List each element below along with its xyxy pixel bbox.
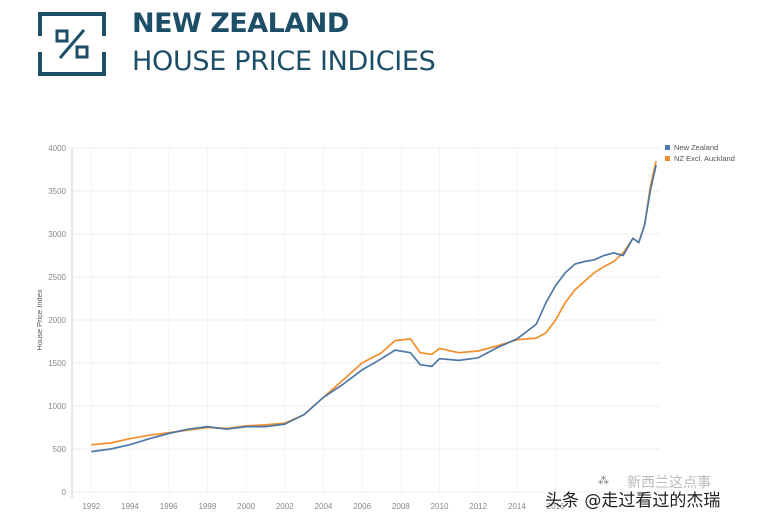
y-tick-label: 2500: [48, 273, 66, 282]
series-line-nz-excl-auckland: [91, 160, 657, 446]
house-price-line-chart: 0 500 1000 1500 2000 2500 3000 3500 4000 1992 1994…: [35, 143, 735, 511]
y-tick-label: 1000: [48, 402, 66, 411]
x-tick-label: 2004: [315, 502, 333, 511]
watermark-top-text: 新西兰这点事: [627, 475, 711, 491]
watermark-label: 头条 @走过看过的杰瑞: [545, 491, 721, 511]
grid-lines: [72, 147, 660, 493]
x-tick-label: 2008: [392, 502, 410, 511]
page-subtitle: HOUSE PRICE INDICIES: [132, 46, 436, 77]
x-tick-label: 2016: [547, 502, 565, 511]
x-tick-label: 2012: [469, 502, 487, 511]
x-tick-label: 2006: [353, 502, 371, 511]
legend-swatch: [665, 145, 670, 150]
axes: 0 500 1000 1500 2000 2500 3000 3500 4000 1992 1994…: [35, 144, 565, 511]
watermark-dots-icon: ⁂: [598, 474, 609, 487]
series-line-new-zealand: [91, 165, 657, 453]
y-axis-title: House Price Index: [35, 289, 44, 351]
x-tick-label: 1998: [198, 502, 216, 511]
series-lines: [91, 160, 657, 453]
y-tick-label: 4000: [48, 144, 66, 153]
legend-label: NZ Excl. Auckland: [674, 154, 735, 163]
x-tick-label: 2014: [508, 502, 526, 511]
x-tick-label: 2010: [431, 502, 449, 511]
y-tick-label: 3500: [48, 187, 66, 196]
y-tick-label: 2000: [48, 316, 66, 325]
x-tick-label: 1992: [82, 502, 100, 511]
legend-label: New Zealand: [674, 143, 718, 152]
legend-swatch: [665, 156, 670, 161]
percent-logo-icon: [38, 12, 106, 76]
legend: New Zealand NZ Excl. Auckland: [665, 143, 735, 163]
x-tick-label: 1994: [121, 502, 139, 511]
y-tick-label: 500: [53, 445, 67, 454]
x-tick-label: 2002: [276, 502, 294, 511]
y-tick-label: 0: [62, 488, 67, 497]
y-tick-label: 1500: [48, 359, 66, 368]
x-tick-label: 1996: [160, 502, 178, 511]
page-title: NEW ZEALAND: [132, 8, 349, 39]
x-tick-label: 2000: [237, 502, 255, 511]
y-tick-label: 3000: [48, 230, 66, 239]
